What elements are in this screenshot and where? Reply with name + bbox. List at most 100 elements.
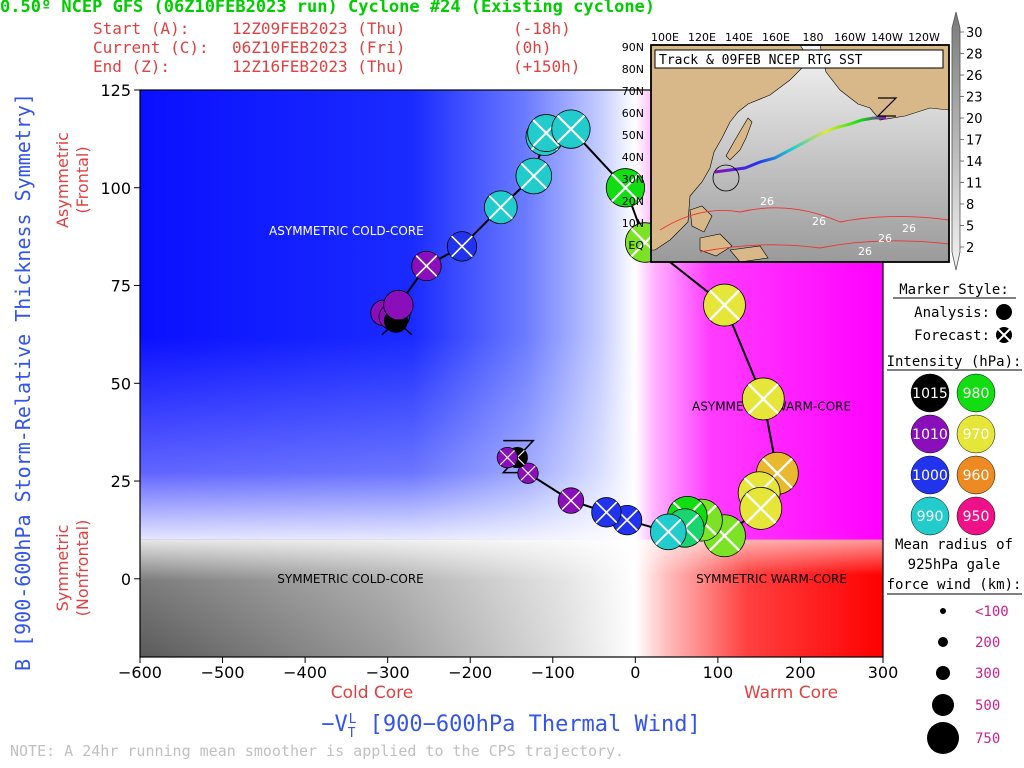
inset-land-islands [689, 205, 769, 262]
x-axis-label: −VTL [900−600hPa Thermal Wind] [321, 712, 701, 741]
trajectory-point [483, 190, 518, 225]
y-side-label-lower-1: Symmetric [53, 525, 72, 612]
trajectory-point [446, 231, 478, 262]
y-tick-label: 125 [100, 81, 131, 100]
inset-sst-label: 26 [760, 195, 774, 208]
x-tick-label: −200 [448, 663, 492, 682]
axes-layer: −600 −500 −400 −300 −200 −100 0 100 200 300 0 25 50 7… [100, 81, 898, 682]
inset-lat-label: 10N [622, 217, 644, 230]
legend-radius-dot [932, 694, 954, 716]
inset-land-japan [725, 117, 753, 161]
legend-radius-title-3: force wind (km): [887, 577, 1022, 593]
y-tick-label: 100 [100, 179, 131, 198]
colorbar-labels: 30 28 26 23 20 17 14 11 8 5 2 [960, 26, 983, 256]
inset-lon-label: 140W [871, 31, 903, 44]
inset-sst-label: 26 [812, 215, 826, 228]
legend-forecast-marker [996, 327, 1012, 343]
trajectory-point [650, 513, 687, 551]
colorbar-bar [951, 11, 961, 271]
inset-map: 26 26 26 26 26 Track & 09FEB NCEP RTG SS… [622, 31, 950, 263]
y-tick-label: 25 [111, 472, 131, 491]
y-side-label-lower-2: (Nonfrontal) [73, 520, 92, 617]
legend-intensity-item: 960 [956, 455, 996, 495]
x-tick-label: −100 [531, 663, 575, 682]
inset-start-circle [712, 164, 740, 192]
legend-intensity-label: 950 [963, 509, 990, 525]
colorbar-label: 11 [966, 177, 983, 192]
legend: Marker Style: Analysis: Forecast: Intens… [887, 282, 1022, 754]
legend-intensity-label: 1015 [912, 386, 948, 402]
sst-colorbar: 30 28 26 23 20 17 14 11 8 5 2 [951, 11, 983, 271]
y-tick-label: 50 [111, 374, 131, 393]
legend-radius-label: 300 [975, 666, 1000, 682]
colorbar-label: 26 [966, 69, 983, 84]
legend-radius-dot [940, 608, 946, 614]
trajectory-point [703, 283, 746, 327]
legend-intensity-label: 960 [963, 468, 990, 484]
legend-radius-title-1: Mean radius of [895, 537, 1013, 553]
start-label: Start (A): [93, 19, 190, 38]
inset-lat-label: 70N [622, 85, 644, 98]
colorbar-label: 2 [966, 241, 974, 256]
inset-lat-label: 80N [622, 63, 644, 76]
trajectory-point [605, 168, 646, 208]
inset-sst-26-isotherm [659, 207, 949, 231]
legend-radius-label: 500 [975, 698, 1000, 714]
inset-sst-label: 26 [878, 232, 892, 245]
x-side-label-right: Warm Core [744, 683, 838, 703]
inset-land-asia [651, 45, 811, 251]
inset-lat-label: EQ [628, 239, 644, 252]
end-time: 12Z16FEB2023 (Thu) [232, 57, 406, 76]
current-offset: (0h) [513, 38, 552, 57]
inset-lat-label: 40N [622, 151, 644, 164]
x-axis-label-sup: L [349, 712, 357, 727]
legend-intensity-item: 980 [956, 373, 996, 413]
inset-lon-label: 100E [651, 31, 679, 44]
inset-lon-label: 180 [803, 31, 824, 44]
legend-intensity-swatches: 1015 980 1010 970 1000 960 990 950 [910, 373, 996, 536]
inset-frame [650, 44, 950, 263]
x-tick-label: −400 [283, 663, 327, 682]
quadrant-label-sym-cold: SYMMETRIC COLD-CORE [277, 572, 423, 586]
y-axis-label: B [900-600hPa Storm-Relative Thickness S… [11, 93, 35, 671]
legend-intensity-item: 950 [956, 496, 996, 536]
quadrant-label-sym-warm: SYMMETRIC WARM-CORE [696, 572, 847, 586]
inset-lat-label: 90N [622, 41, 644, 54]
y-tick-label: 0 [121, 570, 131, 589]
current-time: 06Z10FEB2023 (Fri) [232, 38, 406, 57]
inset-title: Track & 09FEB NCEP RTG SST [659, 53, 863, 68]
x-axis-label-prefix: −V [321, 712, 348, 737]
footnote: NOTE: A 24hr running mean smoother is ap… [10, 742, 625, 760]
colorbar-label: 8 [966, 198, 974, 213]
legend-radius-swatches: <100 200 300 500 750 [927, 604, 1009, 754]
colorbar-label: 30 [966, 26, 983, 41]
inset-lon-label: 160E [762, 31, 790, 44]
legend-radius-dot [938, 637, 948, 647]
inset-lon-label: 120E [688, 31, 716, 44]
x-axis-label-sub: T [348, 726, 356, 741]
x-tick-label: 200 [785, 663, 816, 682]
y-side-label-upper-1: Asymmetric [53, 132, 72, 228]
quadrant-background [140, 90, 883, 657]
trajectory-point [496, 446, 518, 469]
current-label: Current (C): [93, 38, 209, 57]
legend-marker-style-title: Marker Style: [899, 282, 1009, 298]
colorbar-label: 5 [966, 220, 974, 235]
start-time: 12Z09FEB2023 (Thu) [232, 19, 406, 38]
end-label: End (Z): [93, 57, 171, 76]
inset-lat-labels: 90N 80N 70N 60N 50N 40N 30N 20N 10N EQ [622, 41, 645, 252]
inset-lon-labels: 100E 120E 140E 160E 180 160W 140W 120W [651, 31, 940, 44]
quadrant-label-asym-cold: ASYMMETRIC COLD-CORE [269, 224, 424, 238]
legend-intensity-item: 1010 [910, 414, 950, 454]
y-tick-label: 75 [111, 277, 131, 296]
inset-lon-label: 120W [908, 31, 940, 44]
colorbar-label: 20 [966, 112, 983, 127]
x-tick-label: −300 [366, 663, 410, 682]
inset-lon-label: 160W [834, 31, 866, 44]
legend-radius-dot [936, 666, 950, 680]
inset-lon-label: 140E [725, 31, 753, 44]
legend-intensity-item: 1015 [910, 373, 950, 413]
x-side-label-left: Cold Core [331, 683, 414, 703]
trajectory-point [741, 377, 785, 421]
inset-lat-label: 60N [622, 107, 644, 120]
